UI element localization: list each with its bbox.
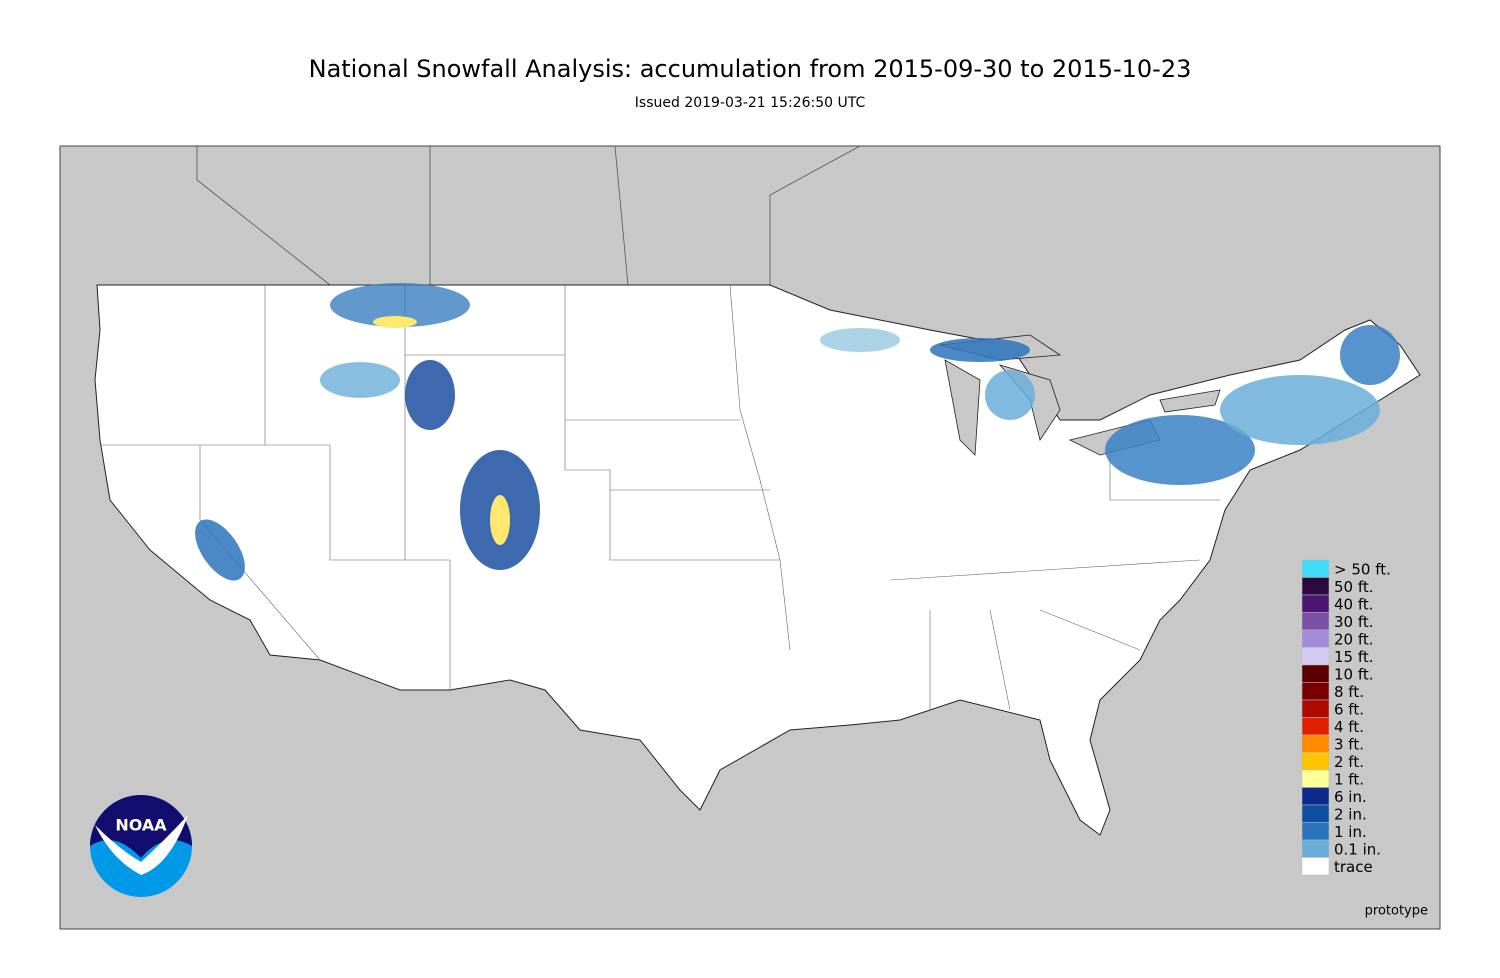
logo-gull — [95, 815, 188, 875]
snow-patch — [405, 360, 455, 430]
legend-label: 8 ft. — [1334, 683, 1364, 701]
legend-label: 15 ft. — [1334, 648, 1374, 666]
legend-swatch — [1301, 594, 1330, 613]
snow-patch — [985, 370, 1035, 420]
legend-label: 2 ft. — [1334, 753, 1364, 771]
snow-patch — [330, 283, 470, 327]
legend-label: 4 ft. — [1334, 718, 1364, 736]
snowfall-patches — [195, 283, 1400, 581]
legend-label: 3 ft. — [1334, 735, 1364, 753]
snow-patch — [1220, 375, 1380, 445]
legend-label: 10 ft. — [1334, 665, 1374, 683]
snow-patch — [320, 362, 400, 398]
snow-patch — [373, 316, 417, 328]
legend-label: 1 ft. — [1334, 770, 1364, 788]
legend: > 50 ft.50 ft.40 ft.30 ft.20 ft.15 ft.10… — [1301, 559, 1391, 876]
legend-swatch — [1301, 664, 1330, 683]
footer-note: prototype — [1365, 904, 1428, 919]
snow-patch — [930, 338, 1030, 362]
legend-swatch — [1301, 769, 1330, 788]
border — [196, 146, 331, 286]
legend-label: trace — [1334, 858, 1373, 876]
legend-label: 0.1 in. — [1334, 840, 1381, 858]
legend-swatch — [1301, 717, 1330, 736]
legend-label: > 50 ft. — [1334, 560, 1391, 578]
legend-label: 2 in. — [1334, 805, 1367, 823]
title: National Snowfall Analysis: accumulation… — [309, 55, 1192, 83]
snow-patch — [1105, 415, 1255, 485]
legend-label: 20 ft. — [1334, 630, 1374, 648]
legend-swatch — [1301, 699, 1330, 718]
snow-patch — [820, 328, 900, 352]
legend-swatch — [1301, 577, 1330, 596]
snow-patch — [490, 495, 510, 545]
logo-text: NOAA — [115, 816, 167, 835]
legend-swatch — [1301, 734, 1330, 753]
legend-swatch — [1301, 612, 1330, 631]
logo-top — [90, 795, 192, 858]
legend-swatch — [1301, 682, 1330, 701]
legend-swatch — [1301, 647, 1330, 666]
legend-label: 1 in. — [1334, 823, 1367, 841]
legend-label: 30 ft. — [1334, 613, 1374, 631]
legend-swatch — [1301, 752, 1330, 771]
legend-label: 6 in. — [1334, 788, 1367, 806]
snow-patch — [1340, 325, 1400, 385]
legend-label: 50 ft. — [1334, 578, 1374, 596]
state-lines — [100, 284, 1220, 711]
border — [769, 145, 861, 285]
legend-label: 40 ft. — [1334, 595, 1374, 613]
legend-swatch — [1301, 857, 1330, 876]
border — [614, 145, 629, 286]
subtitle: Issued 2019-03-21 15:26:50 UTC — [635, 95, 866, 111]
legend-swatch — [1301, 839, 1330, 858]
noaa-logo: NOAA — [90, 795, 192, 897]
legend-swatch — [1301, 559, 1330, 578]
legend-swatch — [1301, 787, 1330, 806]
legend-label: 6 ft. — [1334, 700, 1364, 718]
snow-patch — [195, 519, 245, 581]
legend-swatch — [1301, 804, 1330, 823]
legend-swatch — [1301, 822, 1330, 841]
legend-swatch — [1301, 629, 1330, 648]
map-area — [59, 145, 1441, 930]
